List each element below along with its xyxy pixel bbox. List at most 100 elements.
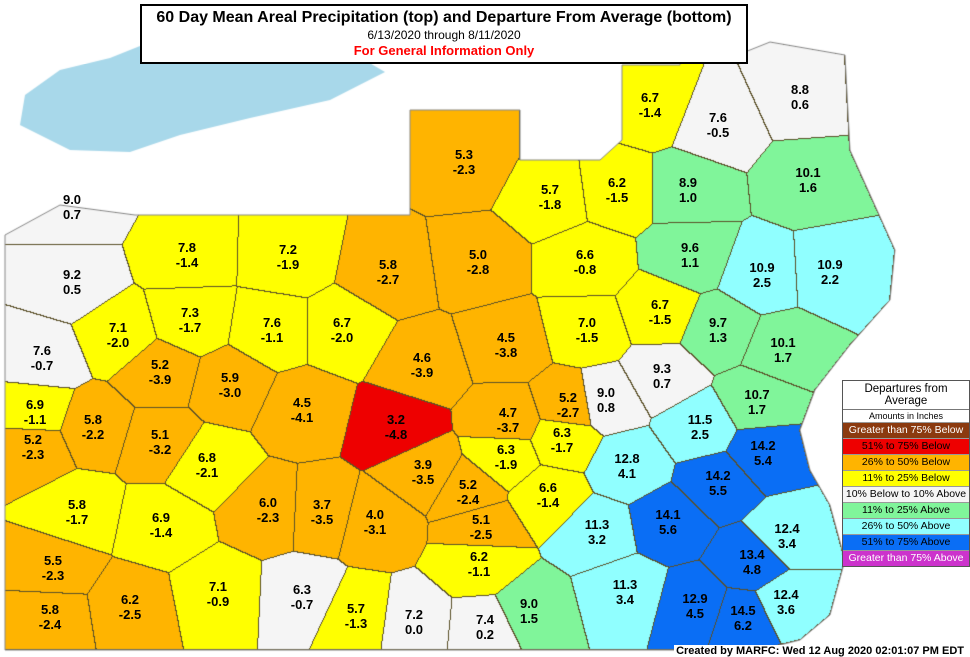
precip-value: 9.6 — [680, 240, 700, 255]
departure-value: 0.5 — [62, 282, 82, 297]
departure-value: -2.0 — [106, 335, 130, 350]
region-value-label: 7.1 -0.9 — [207, 579, 229, 609]
precip-value: 6.9 — [151, 510, 171, 525]
departure-value: 1.0 — [678, 190, 698, 205]
precip-value: 6.3 — [496, 442, 516, 457]
departure-value: -0.5 — [706, 125, 730, 140]
region-value-label: 14.2 5.4 — [750, 438, 775, 468]
departure-value: -2.0 — [330, 330, 354, 345]
precip-value: 5.2 — [558, 390, 578, 405]
region-value-label: 11.3 3.2 — [585, 517, 610, 547]
departure-value: 1.5 — [519, 611, 539, 626]
region-value-label: 5.1 -2.5 — [470, 512, 492, 542]
departure-value: -0.7 — [30, 358, 54, 373]
region-value-label: 6.6 -0.8 — [574, 247, 596, 277]
region-value-label: 6.2 -1.5 — [606, 175, 628, 205]
departure-value: -1.7 — [178, 320, 202, 335]
departure-value: 0.7 — [62, 207, 82, 222]
departure-value: -2.4 — [456, 492, 480, 507]
departure-value: -2.1 — [195, 465, 219, 480]
departure-value: -1.7 — [550, 440, 574, 455]
precip-value: 5.8 — [378, 257, 398, 272]
region-value-label: 7.0 -1.5 — [576, 315, 598, 345]
region-value-label: 3.7 -3.5 — [311, 497, 333, 527]
departure-value: -3.9 — [148, 372, 172, 387]
precip-value: 6.9 — [25, 397, 45, 412]
precip-value: 7.4 — [475, 612, 495, 627]
region-value-label: 9.0 0.8 — [597, 385, 615, 415]
departure-value: -1.9 — [276, 257, 300, 272]
precip-value: 5.2 — [150, 357, 170, 372]
precip-value: 5.1 — [471, 512, 491, 527]
precip-value: 12.4 — [773, 587, 799, 602]
region-value-label: 9.3 0.7 — [653, 361, 671, 391]
departure-value: -1.9 — [494, 457, 518, 472]
precip-value: 7.3 — [180, 305, 200, 320]
departure-value: 2.2 — [820, 272, 840, 287]
departure-value: -3.9 — [410, 365, 434, 380]
legend-item: 11% to 25% Above — [843, 502, 969, 518]
region-value-label: 10.9 2.5 — [749, 260, 774, 290]
legend-item: 26% to 50% Above — [843, 518, 969, 534]
departure-value: -2.2 — [81, 427, 105, 442]
departure-value: -1.4 — [149, 525, 173, 540]
region-value-label: 12.4 3.6 — [773, 587, 798, 617]
region-value-label: 6.3 -0.7 — [291, 582, 313, 612]
region-value-label: 5.5 -2.3 — [42, 553, 64, 583]
departure-value: -3.0 — [218, 385, 242, 400]
precip-value: 11.3 — [584, 517, 610, 532]
precip-value: 12.4 — [774, 521, 800, 536]
region-value-label: 5.8 -2.2 — [82, 412, 104, 442]
date-range: 6/13/2020 through 8/11/2020 — [367, 28, 521, 42]
departure-value: 5.6 — [658, 522, 678, 537]
region-value-label: 6.8 -2.1 — [196, 450, 218, 480]
region-value-label: 7.6 -1.1 — [261, 315, 283, 345]
precip-value: 11.5 — [687, 412, 713, 427]
region-value-label: 5.8 -2.4 — [39, 602, 61, 632]
region-value-label: 7.6 -0.5 — [707, 110, 729, 140]
precip-value: 3.2 — [386, 412, 406, 427]
departure-value: 1.7 — [773, 350, 793, 365]
departure-value: 6.2 — [733, 618, 753, 633]
region-value-label: 9.6 1.1 — [681, 240, 699, 270]
departure-value: -3.7 — [496, 420, 520, 435]
departure-value: -1.4 — [175, 255, 199, 270]
departure-value: 1.3 — [708, 330, 728, 345]
departure-value: 1.7 — [747, 402, 767, 417]
precip-value: 7.1 — [208, 579, 228, 594]
precip-value: 13.4 — [739, 547, 765, 562]
departure-value: 2.5 — [752, 275, 772, 290]
departure-value: 4.1 — [617, 466, 637, 481]
region-value-label: 11.5 2.5 — [688, 412, 713, 442]
disclaimer: For General Information Only — [353, 43, 535, 58]
precip-value: 6.7 — [640, 90, 660, 105]
region-value-label: 6.7 -2.0 — [331, 315, 353, 345]
precip-value: 14.5 — [730, 603, 756, 618]
region-value-label: 5.2 -2.3 — [22, 432, 44, 462]
region-value-label: 3.2 -4.8 — [385, 412, 407, 442]
region-value-label: 5.1 -3.2 — [149, 427, 171, 457]
region-value-label: 7.3 -1.7 — [179, 305, 201, 335]
region-value-label: 14.2 5.5 — [705, 468, 730, 498]
departure-value: -2.3 — [21, 447, 45, 462]
precip-value: 7.8 — [177, 240, 197, 255]
map-title: 60 Day Mean Areal Precipitation (top) an… — [156, 9, 732, 26]
departure-value: 3.6 — [776, 602, 796, 617]
departure-value: -1.3 — [344, 616, 368, 631]
precip-value: 5.7 — [346, 601, 366, 616]
departure-value: 0.6 — [790, 97, 810, 112]
precip-value: 14.2 — [705, 468, 731, 483]
precip-value: 10.9 — [749, 260, 775, 275]
region-value-label: 5.7 -1.8 — [539, 182, 561, 212]
region-value-label: 6.2 -2.5 — [119, 592, 141, 622]
departure-value: -3.5 — [411, 472, 435, 487]
region-value-label: 10.1 1.6 — [795, 165, 820, 195]
precip-value: 8.8 — [790, 82, 810, 97]
region-value-label: 6.9 -1.1 — [24, 397, 46, 427]
region-value-label: 6.2 -1.1 — [468, 549, 490, 579]
region-value-label: 9.2 0.5 — [63, 267, 81, 297]
region-value-label: 9.7 1.3 — [709, 315, 727, 345]
legend-item: 51% to 75% Above — [843, 534, 969, 550]
departure-value: 2.5 — [690, 427, 710, 442]
